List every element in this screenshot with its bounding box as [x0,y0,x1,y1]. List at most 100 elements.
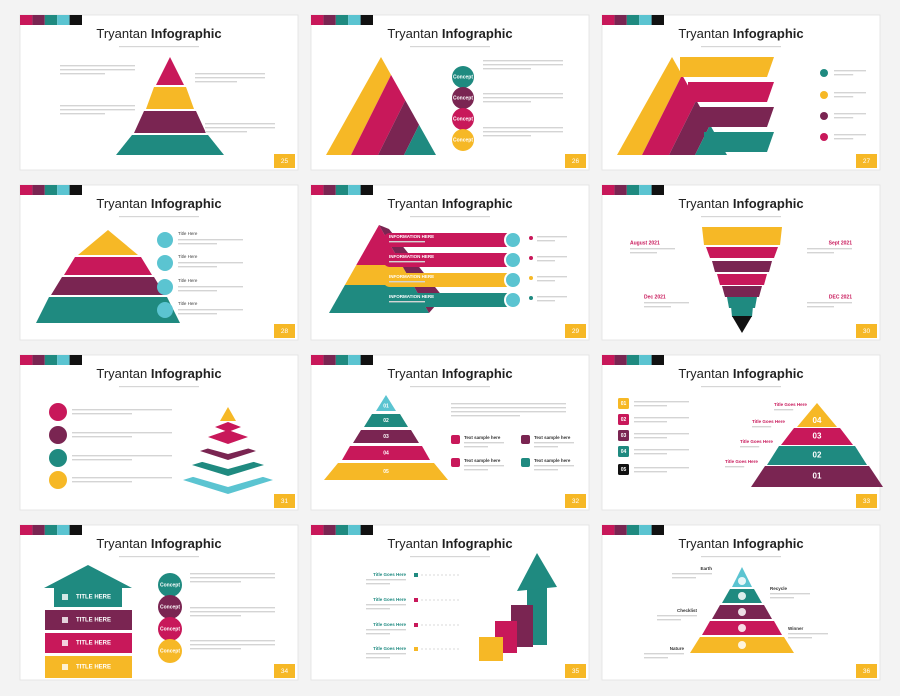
circle [158,595,182,619]
color-bar [335,185,349,195]
slide: Tryantan Infographic 33 01 02 03 04 05 04 03 02 01… [601,354,883,511]
pyramid-layer [36,297,180,323]
slide-label: 01 [621,401,627,407]
slide: Tryantan Infographic 31 [19,354,299,511]
text-line [205,127,275,129]
text-line [672,573,712,575]
text-line [178,266,217,268]
circle [158,573,182,597]
ribbon [383,273,513,287]
slide-label: Title Here [178,301,198,306]
text-line [205,131,247,133]
title-bold: Infographic [442,196,513,211]
circle [738,592,746,600]
page-number-box [856,154,877,168]
subtitle-line [701,216,781,218]
color-bar [311,15,324,25]
title-light: Tryantan [387,26,438,41]
text-line [464,465,504,467]
subtitle-line [119,46,199,48]
title-light: Tryantan [387,536,438,551]
text-line [366,604,406,606]
text-line [366,653,406,655]
icon [521,435,530,444]
text-line [725,466,745,468]
arrow [517,553,557,591]
text-line [451,415,520,417]
color-bar [614,185,627,195]
text-line [483,68,531,70]
circle [738,608,746,616]
slide-label: 05 [383,469,389,475]
ribbon [383,293,513,307]
pyramid-layer [342,446,430,460]
title-bold: Infographic [733,196,804,211]
title-bold: Infographic [151,536,222,551]
text-line [190,573,275,575]
text-line [634,405,667,407]
text-line [634,453,667,455]
ribbon [688,82,774,102]
text-line [60,105,135,107]
text-line [72,432,172,434]
slide-label: INFORMATION HERE [389,234,434,239]
pyramid-layer [51,277,165,295]
text-line [190,611,275,613]
color-bar [335,15,349,25]
slide-label: Title Goes Here [725,459,758,464]
slide-label: Text sample here [534,458,571,463]
number-box [618,430,629,441]
text-line [752,426,772,428]
slide-label: Dec 2021 [644,294,666,300]
slide-label: 02 [813,451,822,460]
page-number-box [565,154,586,168]
title-bold: Infographic [442,366,513,381]
text-line [630,252,657,254]
iso-layer [208,430,248,444]
pyramid-layer [767,446,867,465]
color-bar [348,185,361,195]
icon [451,458,460,467]
title-bold: Infographic [733,366,804,381]
title-bold: Infographic [442,536,513,551]
text-line [178,286,243,288]
text-line [644,657,668,659]
slide-label: Title Goes Here [752,419,785,424]
color-bar [639,15,652,25]
color-bar [32,355,45,365]
title-light: Tryantan [387,196,438,211]
color-bar [639,355,652,365]
text-line [178,243,217,245]
color-bar [311,355,324,365]
slide-label: Sept 2021 [829,240,853,246]
circle [504,251,522,269]
ribbon [383,253,513,267]
number-box [618,398,629,409]
subtitle-line [119,216,199,218]
slide-label: Recycle [770,586,788,591]
color-bar [69,355,82,365]
color-bar [323,185,336,195]
page-number: 34 [281,668,289,675]
pyramid-layer [324,463,448,480]
slide-label: 04 [621,449,627,455]
slide: Tryantan Infographic 29 INFORMATION HERE IN… [310,184,590,341]
slide-label: Title Goes Here [373,572,406,577]
subtitle-line [119,556,199,558]
circle [738,624,746,632]
text-line [740,446,760,448]
slide-title: Tryantan Infographic [96,366,221,381]
title-light: Tryantan [96,536,147,551]
page-number: 36 [863,668,871,675]
text-line [537,256,567,258]
color-bar [651,525,664,535]
pyramid-layer [717,274,767,285]
text-line [834,138,854,140]
slide-title: Tryantan Infographic [387,196,512,211]
text-line [634,471,667,473]
iso-layer [215,422,241,432]
text-line [834,70,866,72]
text-line [537,276,567,278]
dot [414,623,418,627]
circle [157,279,173,295]
